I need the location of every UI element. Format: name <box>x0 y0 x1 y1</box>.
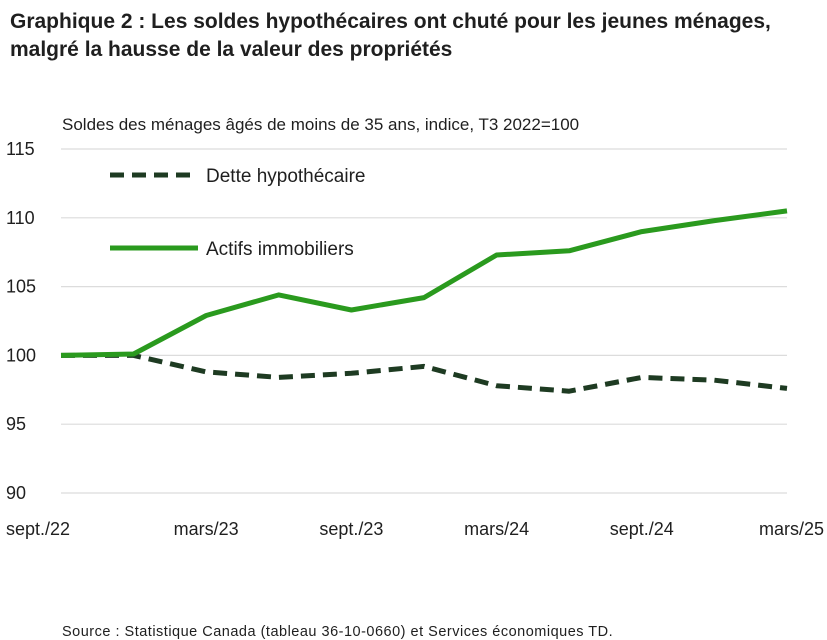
series-line-dette-hypothecaire <box>61 352 788 394</box>
x-axis-ticks: sept./22 mars/23 sept./23 mars/24 sept./24 ma… <box>6 519 824 539</box>
y-tick-label: 110 <box>6 208 35 228</box>
series-lines <box>60 208 788 394</box>
legend-label-dette-hypothecaire: Dette hypothécaire <box>206 166 366 187</box>
x-tick-label: sept./22 <box>6 519 70 539</box>
y-tick-label: 90 <box>6 483 26 503</box>
x-tick-label: sept./23 <box>319 519 383 539</box>
chart-title: Graphique 2 : Les soldes hypothécaires o… <box>10 10 771 61</box>
x-tick-label: sept./24 <box>610 519 674 539</box>
series-line-actifs-immobiliers <box>60 208 788 358</box>
y-tick-label: 100 <box>6 345 36 365</box>
gridlines <box>61 148 787 494</box>
y-axis-ticks: 90 95 100 105 110 115 <box>6 139 36 503</box>
source-note: Source : Statistique Canada (tableau 36-… <box>62 624 614 640</box>
y-tick-label: 105 <box>6 277 36 297</box>
x-tick-label: mars/23 <box>174 519 239 539</box>
y-tick-label: 95 <box>6 414 26 434</box>
legend: Dette hypothécaire Actifs immobiliers <box>110 166 366 260</box>
chart-subtitle: Soldes des ménages âgés de moins de 35 a… <box>62 115 580 134</box>
line-chart: 90 95 100 105 110 115 sept./22 mars/23 sept./23… <box>6 139 824 539</box>
legend-label-actifs-immobiliers: Actifs immobiliers <box>206 239 354 260</box>
x-tick-label: mars/25 <box>759 519 824 539</box>
x-tick-label: mars/24 <box>464 519 529 539</box>
y-tick-label: 115 <box>6 139 35 159</box>
